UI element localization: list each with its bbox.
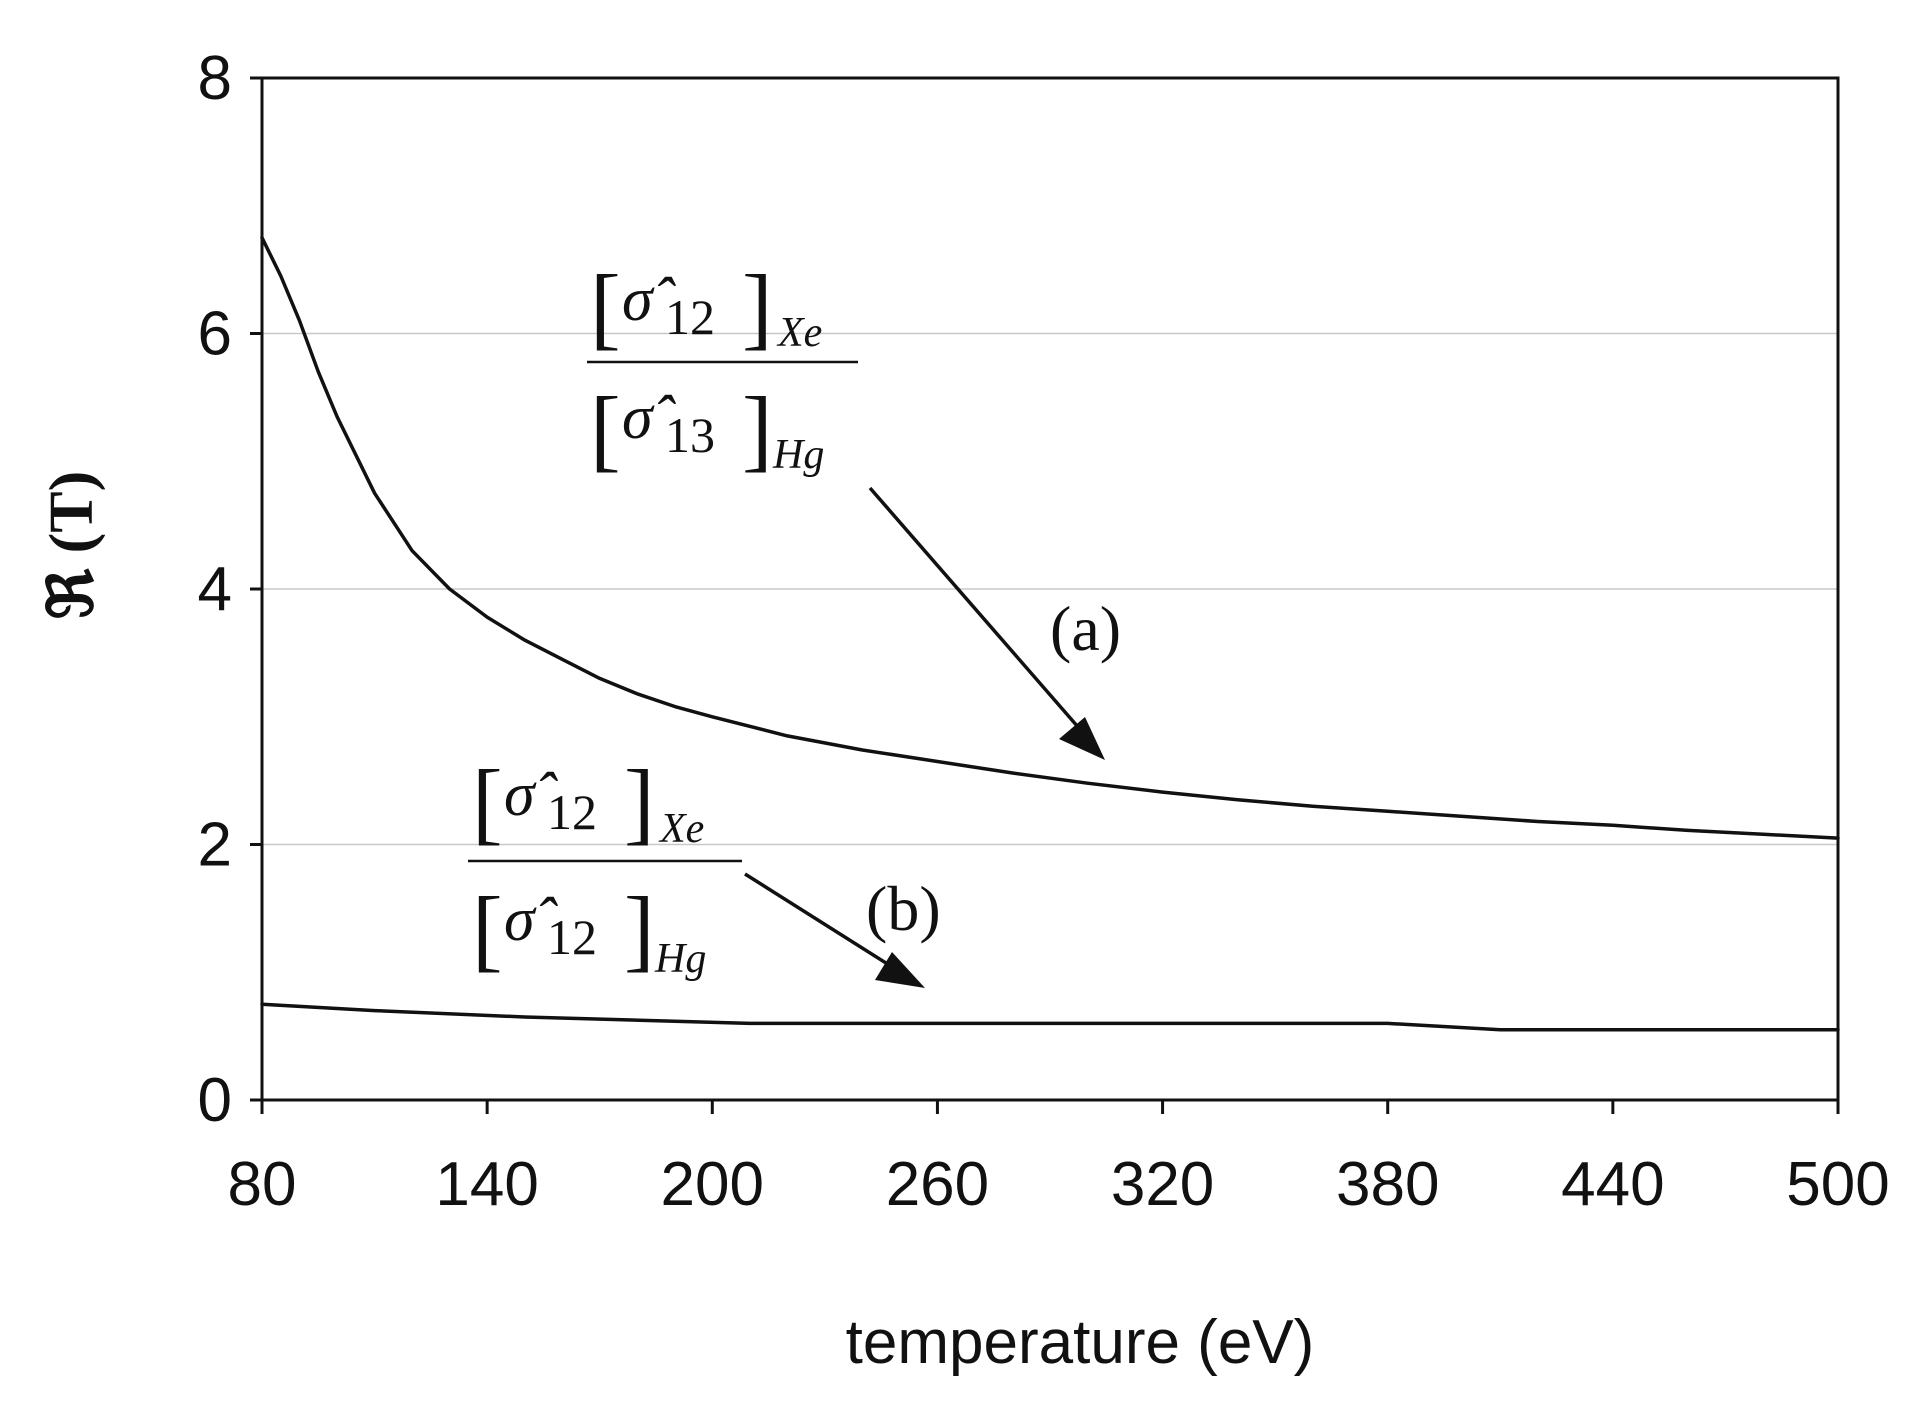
- annotation-b: [ σ̂ 12 ] Xe [ σ̂ 12 ] Hg (b): [468, 751, 941, 988]
- x-tick-label: 260: [886, 1150, 989, 1219]
- annotation-b-den-open-bracket: [: [472, 878, 503, 980]
- annotation-b-num-element: Xe: [658, 806, 704, 852]
- annotation-a: [ σ̂ 12 ] Xe [ σ̂ 13 ] Hg (a): [587, 256, 1121, 760]
- annotation-b-num-index: 12: [547, 784, 597, 840]
- x-tick-label: 200: [661, 1150, 764, 1219]
- annotation-a-den-index: 13: [665, 407, 715, 463]
- annotation-b-den-close-bracket: ]: [624, 878, 655, 980]
- annotation-b-num-open-bracket: [: [472, 751, 503, 853]
- y-tick-label: 8: [198, 44, 232, 113]
- annotation-b-arrow-shaft: [744, 872, 906, 977]
- annotation-a-arrow-head: [1059, 717, 1105, 760]
- annotation-a-num-open-bracket: [: [590, 256, 621, 358]
- series-lines: [260, 235, 1840, 1032]
- tick-marks: [250, 76, 1840, 1114]
- x-tick-label: 80: [228, 1150, 297, 1219]
- annotation-b-arrow-head: [875, 952, 925, 988]
- annotation-a-num-element: Xe: [776, 310, 822, 356]
- annotation-a-label: (a): [1050, 593, 1121, 664]
- series-line-a: [260, 235, 1840, 840]
- annotation-b-den-element: Hg: [654, 936, 706, 982]
- x-tick-label: 140: [435, 1150, 538, 1219]
- annotation-a-num-index: 12: [665, 289, 715, 345]
- y-tick-label: 2: [198, 811, 232, 880]
- annotation-b-label: (b): [866, 873, 941, 944]
- x-tick-label: 500: [1786, 1150, 1889, 1219]
- tick-labels: 0 2 4 6 8 80 140 200 260 320 380 440 500: [198, 44, 1890, 1219]
- annotation-a-num-close-bracket: ]: [742, 256, 773, 358]
- y-axis-title: ℜ (T): [38, 471, 106, 620]
- y-tick-label: 0: [198, 1066, 232, 1135]
- grid-lines: [262, 332, 1838, 846]
- y-tick-label: 4: [198, 555, 232, 624]
- annotation-b-den-index: 12: [547, 909, 597, 965]
- x-tick-label: 380: [1336, 1150, 1439, 1219]
- annotation-a-den-close-bracket: ]: [742, 378, 773, 480]
- annotation-a-den-open-bracket: [: [590, 378, 621, 480]
- x-tick-label: 440: [1561, 1150, 1664, 1219]
- y-tick-label: 6: [198, 300, 232, 369]
- annotation-a-den-element: Hg: [772, 432, 824, 478]
- x-tick-label: 320: [1111, 1150, 1214, 1219]
- annotation-b-num-close-bracket: ]: [624, 751, 655, 853]
- x-axis-title: temperature (eV): [846, 1308, 1315, 1377]
- annotation-a-arrow-shaft: [868, 486, 1087, 737]
- series-line-b: [260, 1002, 1840, 1032]
